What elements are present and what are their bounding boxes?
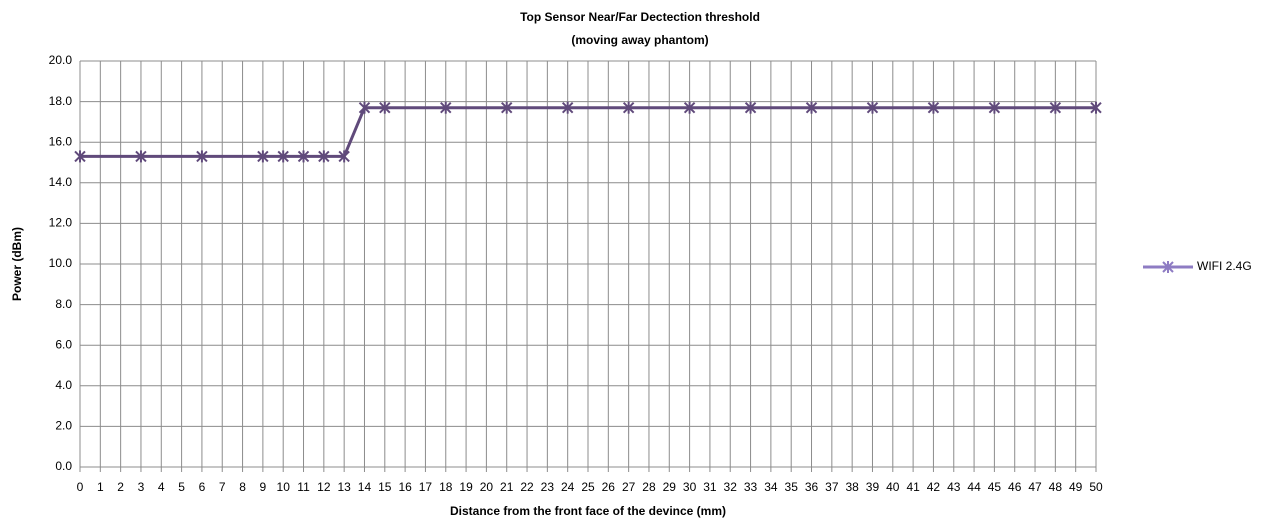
x-tick-label: 11 (297, 480, 310, 494)
x-tick-label: 47 (1028, 480, 1042, 494)
data-point (379, 101, 391, 114)
x-tick-label: 43 (947, 480, 961, 494)
y-tick-label: 14.0 (49, 175, 73, 189)
x-tick-label: 0 (77, 480, 84, 494)
y-tick-label: 2.0 (55, 419, 72, 433)
y-axis-label: Power (dBm) (10, 227, 24, 301)
legend-marker (1162, 261, 1174, 273)
x-tick-label: 34 (764, 480, 778, 494)
x-tick-label: 50 (1089, 480, 1103, 494)
data-point (135, 150, 147, 163)
series-line (80, 106, 1096, 158)
chart-title: Top Sensor Near/Far Dectection threshold (520, 10, 760, 24)
x-tick-label: 18 (439, 480, 453, 494)
data-point (297, 150, 310, 163)
data-point (440, 101, 452, 114)
x-tick-label: 13 (337, 480, 351, 494)
x-tick-label: 10 (277, 480, 291, 494)
x-tick-label: 45 (988, 480, 1002, 494)
data-point (744, 101, 757, 114)
data-point (866, 101, 879, 114)
x-tick-label: 27 (622, 480, 636, 494)
x-tick-label: 24 (561, 480, 575, 494)
x-axis-label: Distance from the front face of the devi… (450, 504, 726, 518)
y-tick-label: 18.0 (49, 94, 73, 108)
data-point (805, 101, 818, 114)
data-point (277, 150, 289, 163)
x-tick-label: 39 (866, 480, 880, 494)
x-tick-label: 22 (520, 480, 534, 494)
data-point (74, 150, 86, 163)
x-tick-label: 29 (663, 480, 677, 494)
y-tick-label: 12.0 (49, 216, 73, 230)
data-point (1090, 101, 1102, 114)
data-point (683, 101, 696, 114)
x-tick-label: 17 (419, 480, 433, 494)
x-tick-label: 19 (459, 480, 473, 494)
x-tick-label: 6 (199, 480, 206, 494)
x-tick-label: 8 (239, 480, 246, 494)
x-tick-label: 49 (1069, 480, 1083, 494)
x-tick-label: 1 (97, 480, 104, 494)
data-point (338, 150, 350, 163)
x-tick-label: 14 (358, 480, 372, 494)
x-tick-label: 31 (703, 480, 717, 494)
chart-subtitle: (moving away phantom) (571, 33, 708, 47)
data-point (501, 101, 513, 114)
y-tick-label: 0.0 (55, 459, 72, 473)
y-tick-label: 6.0 (55, 337, 72, 351)
x-tick-label: 23 (541, 480, 555, 494)
data-point (622, 101, 635, 114)
x-tick-label: 41 (906, 480, 920, 494)
x-tick-label: 4 (158, 480, 165, 494)
data-point (561, 101, 574, 114)
x-tick-label: 42 (927, 480, 941, 494)
legend-label: WIFI 2.4G (1197, 259, 1252, 273)
y-tick-label: 10.0 (49, 256, 73, 270)
y-tick-label: 8.0 (55, 297, 72, 311)
data-point (318, 150, 330, 163)
y-tick-label: 20.0 (49, 53, 73, 67)
x-tick-label: 21 (500, 480, 514, 494)
x-tick-label: 9 (260, 480, 267, 494)
x-tick-label: 37 (825, 480, 839, 494)
x-tick-label: 15 (378, 480, 392, 494)
x-tick-label: 12 (317, 480, 331, 494)
x-tick-label: 36 (805, 480, 819, 494)
x-tick-label: 26 (602, 480, 616, 494)
x-tick-label: 44 (967, 480, 981, 494)
data-point (927, 101, 940, 114)
x-tick-label: 3 (138, 480, 145, 494)
x-tick-label: 28 (642, 480, 656, 494)
x-tick-label: 48 (1049, 480, 1063, 494)
data-point (988, 101, 1001, 114)
x-tick-label: 35 (785, 480, 799, 494)
data-point (196, 150, 208, 163)
x-tick-label: 5 (178, 480, 185, 494)
x-tick-label: 40 (886, 480, 900, 494)
x-tick-label: 25 (581, 480, 595, 494)
x-tick-label: 16 (398, 480, 412, 494)
data-point (1049, 101, 1062, 114)
data-point (358, 101, 371, 114)
x-tick-label: 20 (480, 480, 494, 494)
x-tick-label: 7 (219, 480, 226, 494)
x-tick-label: 32 (724, 480, 738, 494)
y-tick-label: 16.0 (49, 134, 73, 148)
x-tick-label: 2 (117, 480, 124, 494)
x-tick-label: 46 (1008, 480, 1022, 494)
x-tick-label: 38 (845, 480, 859, 494)
y-tick-label: 4.0 (55, 378, 72, 392)
data-point (257, 150, 269, 163)
x-tick-label: 30 (683, 480, 697, 494)
x-tick-label: 33 (744, 480, 758, 494)
